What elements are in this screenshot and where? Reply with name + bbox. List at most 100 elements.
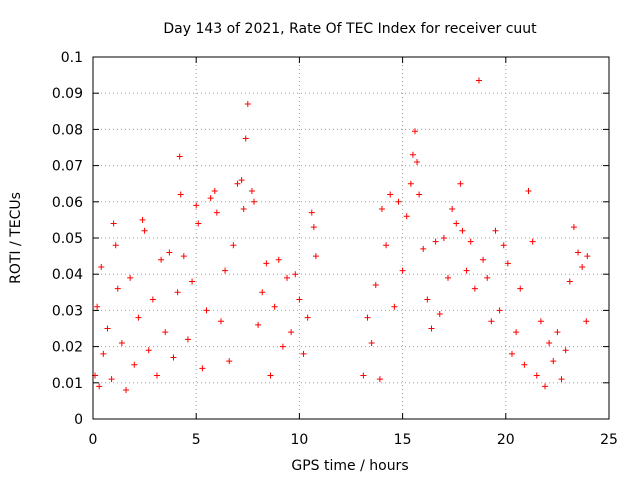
data-point	[475, 77, 482, 84]
data-point	[127, 274, 134, 281]
y-tick-label: 0.01	[52, 376, 83, 392]
data-point	[550, 358, 557, 365]
y-tick-label: 0.09	[52, 86, 83, 102]
data-point	[145, 347, 152, 354]
data-point	[248, 187, 255, 194]
data-point	[292, 271, 299, 278]
data-point	[250, 198, 257, 205]
data-point	[428, 325, 435, 332]
tick-labels: 0 0.01 0.02 0.03 0.04 0.05 0.06 0.07 0.08 0.09 0.1…	[52, 50, 618, 448]
data-point	[96, 383, 103, 390]
data-point	[275, 256, 282, 263]
data-point	[504, 260, 511, 267]
data-point	[284, 274, 291, 281]
data-point	[496, 307, 503, 314]
y-tick-label: 0.03	[52, 303, 83, 319]
data-point	[141, 227, 148, 234]
y-tick-label: 0.07	[52, 159, 83, 175]
data-point	[300, 350, 307, 357]
data-point	[230, 242, 237, 249]
data-point	[166, 249, 173, 256]
data-point	[484, 274, 491, 281]
data-point	[177, 191, 184, 198]
data-point	[463, 267, 470, 274]
data-point	[199, 365, 206, 372]
data-point	[189, 278, 196, 285]
axis-ticks	[92, 56, 610, 420]
data-point	[242, 135, 249, 142]
data-point	[368, 339, 375, 346]
data-point	[100, 350, 107, 357]
data-point	[153, 372, 160, 379]
data-point	[424, 296, 431, 303]
data-point	[118, 339, 125, 346]
y-tick-label: 0.04	[52, 267, 83, 283]
data-point	[238, 177, 245, 184]
data-point	[525, 187, 532, 194]
data-point	[453, 220, 460, 227]
y-tick-label: 0	[74, 412, 83, 428]
plot-frame	[92, 56, 610, 420]
data-point	[378, 206, 385, 213]
data-point	[94, 303, 101, 310]
data-point	[308, 209, 315, 216]
data-point	[135, 314, 142, 321]
data-point	[513, 329, 520, 336]
data-point	[416, 191, 423, 198]
data-point	[174, 289, 181, 296]
data-point	[267, 372, 274, 379]
data-point	[533, 372, 540, 379]
data-point	[440, 235, 447, 241]
data-point	[488, 318, 495, 325]
data-point	[480, 256, 487, 263]
x-tick-label: 20	[497, 432, 515, 448]
data-point	[158, 256, 165, 263]
gridlines	[93, 57, 609, 419]
data-point	[217, 318, 224, 325]
data-point	[508, 350, 515, 357]
data-point	[537, 318, 544, 325]
data-point	[399, 267, 406, 274]
data-point	[562, 347, 569, 354]
data-point	[176, 153, 183, 160]
data-point	[226, 358, 233, 365]
data-point	[575, 249, 582, 256]
y-tick-label: 0.02	[52, 340, 83, 356]
data-point	[207, 195, 214, 202]
data-point	[184, 336, 191, 343]
data-point	[457, 180, 464, 187]
data-point	[521, 361, 528, 368]
data-point	[414, 158, 421, 165]
x-tick-label: 5	[192, 432, 201, 448]
data-point	[558, 376, 565, 383]
data-point	[467, 238, 474, 245]
data-point	[584, 253, 591, 260]
data-point	[312, 253, 319, 260]
y-axis-label: ROTI / TECUs	[8, 192, 24, 284]
data-points	[92, 77, 591, 394]
data-point	[500, 242, 507, 249]
data-point	[372, 282, 379, 289]
data-point	[436, 311, 443, 318]
data-point	[222, 267, 229, 274]
data-point	[139, 216, 146, 223]
chart-title: Day 143 of 2021, Rate Of TEC Index for r…	[163, 21, 537, 37]
data-point	[108, 376, 115, 383]
data-point	[391, 303, 398, 310]
data-point	[112, 242, 119, 249]
data-point	[364, 314, 371, 321]
data-point	[554, 329, 561, 336]
data-point	[195, 220, 202, 227]
x-axis-label: GPS time / hours	[291, 458, 408, 474]
data-point	[432, 238, 439, 245]
data-point	[459, 227, 466, 234]
data-point	[271, 303, 278, 310]
data-point	[234, 180, 241, 187]
data-point	[203, 307, 210, 314]
data-point	[240, 206, 247, 213]
data-point	[492, 227, 499, 234]
data-point	[449, 206, 456, 213]
data-point	[296, 296, 303, 303]
data-point	[583, 318, 590, 325]
y-tick-label: 0.05	[52, 231, 83, 247]
